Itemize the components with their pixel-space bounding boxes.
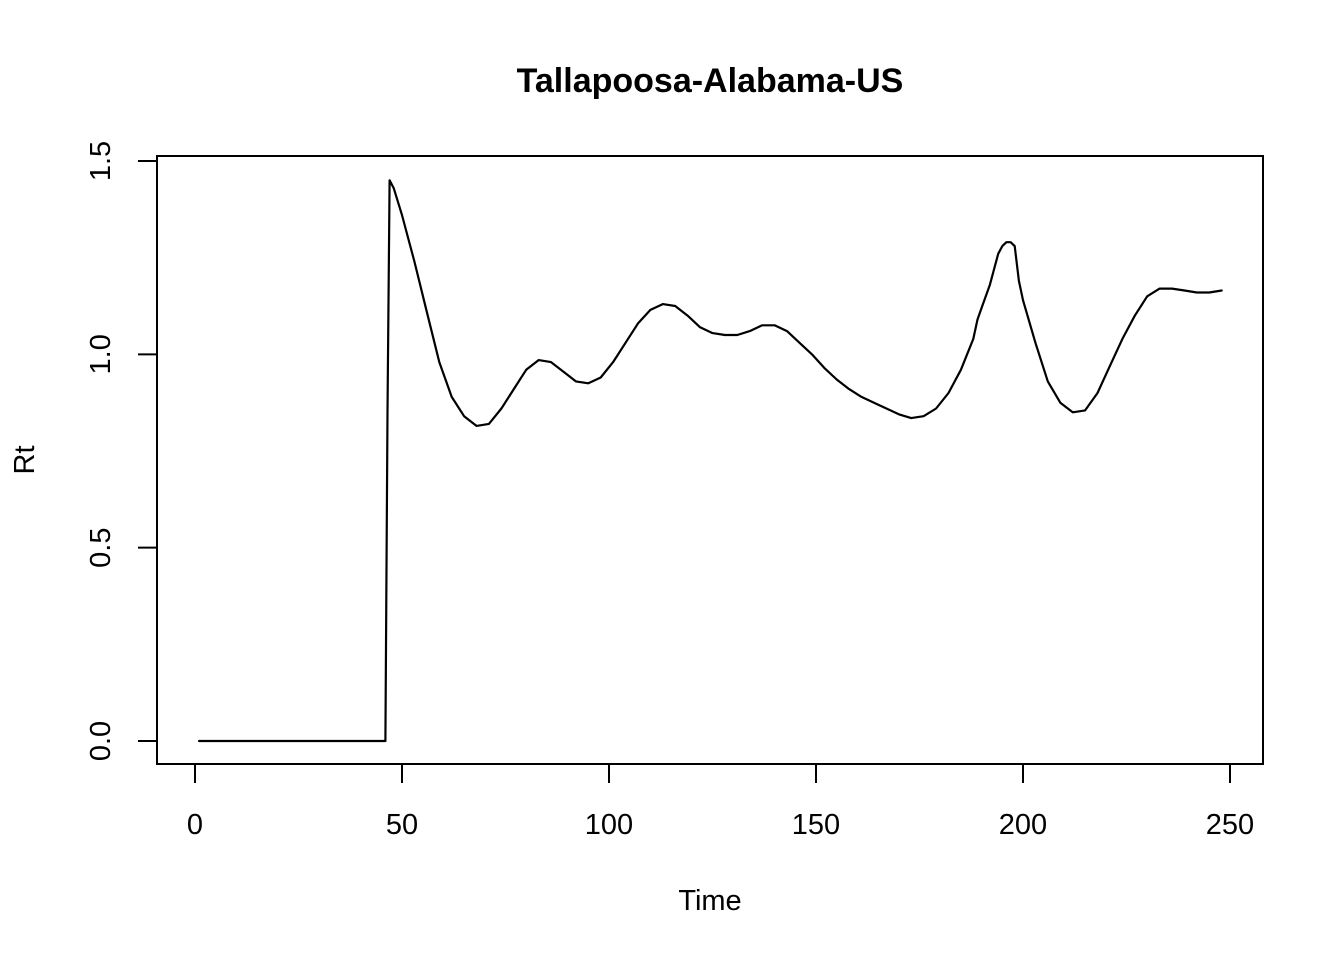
y-axis: 0.0 0.5 1.0 1.5: [85, 141, 158, 761]
x-axis-label: Time: [678, 885, 741, 917]
y-tick-label: 0.5: [85, 528, 117, 568]
chart-title: Tallapoosa-Alabama-US: [517, 62, 904, 100]
x-tick-label: 50: [386, 809, 418, 841]
x-tick-label: 0: [187, 809, 203, 841]
x-axis: 0 50 100 150 200 250: [187, 763, 1254, 841]
x-tick-label: 200: [999, 809, 1047, 841]
x-tick-label: 100: [585, 809, 633, 841]
y-tick-label: 1.5: [85, 141, 117, 181]
x-tick-label: 150: [792, 809, 840, 841]
x-tick-label: 250: [1206, 809, 1254, 841]
y-axis-label: Rt: [9, 446, 41, 475]
y-tick-label: 1.0: [85, 334, 117, 374]
plot-frame: [156, 155, 1264, 765]
series-group: [198, 179, 1223, 743]
series-line: [198, 179, 1223, 743]
y-tick-label: 0.0: [85, 721, 117, 761]
